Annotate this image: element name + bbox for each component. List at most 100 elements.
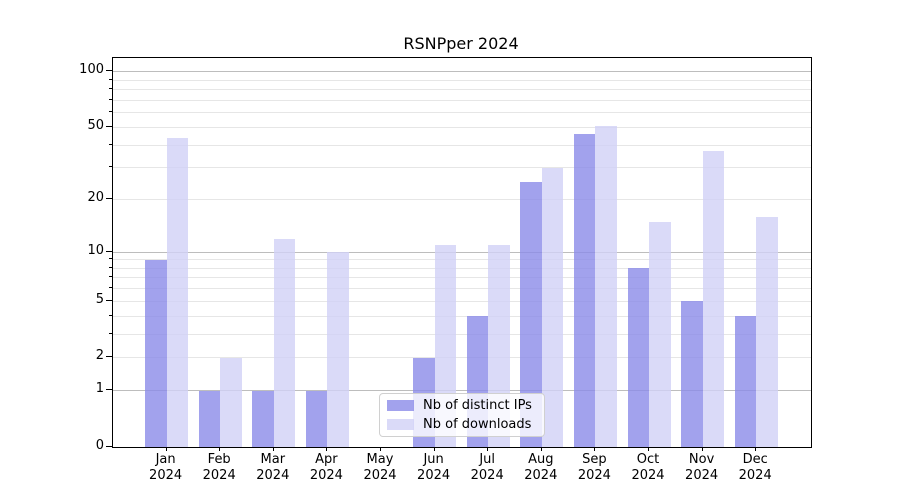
x-tick-mark [540, 447, 542, 451]
y-minor-tick-mark [109, 143, 112, 145]
x-tick-mark [272, 447, 274, 451]
legend-swatch-downloads [387, 419, 414, 430]
x-tick-mark [487, 447, 489, 451]
x-tick-label: Sep 2024 [577, 452, 611, 483]
chart-title: RSNPper 2024 [403, 34, 519, 53]
x-tick-label: Jan 2024 [149, 452, 183, 483]
y-tick-label: 10 [87, 242, 104, 258]
x-tick-label: Jun 2024 [417, 452, 451, 483]
x-tick-label: Feb 2024 [202, 452, 236, 483]
minor-gridline [113, 89, 811, 91]
x-tick-mark [380, 447, 381, 451]
minor-gridline [113, 99, 811, 101]
minor-gridline [113, 288, 811, 290]
y-minor-tick-mark [109, 88, 112, 90]
y-minor-tick-mark [109, 166, 112, 168]
bar-downloads [273, 238, 296, 447]
y-minor-tick-mark [109, 314, 112, 316]
y-minor-tick-mark [109, 258, 112, 260]
x-tick-label: Mar 2024 [256, 452, 290, 483]
x-tick-label: Dec 2024 [738, 452, 772, 483]
plot-area [112, 57, 812, 448]
minor-gridline [113, 259, 811, 261]
y-tick-label: 100 [79, 62, 104, 78]
y-minor-tick-mark [109, 266, 112, 268]
minor-gridline [113, 126, 811, 128]
x-tick-mark [326, 447, 328, 451]
legend-label-distinct-ips: Nb of distinct IPs [423, 398, 532, 413]
bar-downloads [166, 137, 189, 447]
y-tick-label: 2 [95, 348, 104, 364]
y-tick-mark [106, 389, 112, 391]
y-tick-mark [106, 125, 112, 127]
y-minor-tick-mark [109, 78, 112, 80]
x-tick-label: Aug 2024 [524, 452, 558, 483]
x-tick-mark [219, 447, 221, 451]
minor-gridline [113, 267, 811, 269]
y-tick-mark [106, 445, 112, 447]
y-minor-tick-mark [109, 98, 112, 100]
bar-downloads [756, 216, 778, 447]
y-minor-tick-mark [109, 332, 112, 334]
minor-gridline [113, 357, 811, 359]
y-tick-label: 5 [95, 291, 104, 307]
y-tick-mark [106, 299, 112, 301]
bar-downloads [541, 167, 564, 447]
bar-downloads [649, 221, 671, 447]
x-tick-mark [594, 447, 596, 451]
y-tick-mark [106, 250, 112, 252]
y-minor-tick-mark [109, 111, 112, 113]
legend: Nb of distinct IPs Nb of downloads [379, 393, 545, 437]
bar-distinct-ips [198, 390, 221, 447]
bar-distinct-ips [145, 259, 167, 447]
bar-downloads [702, 151, 725, 447]
bar-layer [113, 58, 811, 447]
x-tick-mark [648, 447, 649, 451]
bar-downloads [220, 357, 242, 447]
x-tick-label: Oct 2024 [631, 452, 665, 483]
bar-distinct-ips [627, 268, 649, 447]
x-tick-mark [755, 447, 757, 451]
legend-item-distinct-ips: Nb of distinct IPs [380, 398, 544, 413]
bar-distinct-ips [252, 390, 274, 447]
y-tick-mark [106, 356, 112, 358]
major-gridline [113, 390, 811, 392]
y-tick-mark [106, 198, 112, 199]
bar-distinct-ips [573, 134, 596, 447]
x-tick-mark [701, 447, 703, 451]
x-tick-mark [433, 447, 435, 451]
x-tick-label: Apr 2024 [309, 452, 343, 483]
y-tick-label: 0 [95, 437, 104, 453]
y-minor-tick-mark [109, 276, 112, 278]
minor-gridline [113, 300, 811, 302]
minor-gridline [113, 333, 811, 335]
y-tick-label: 50 [87, 117, 104, 133]
bar-distinct-ips [734, 316, 757, 447]
minor-gridline [113, 112, 811, 114]
bar-distinct-ips [520, 182, 542, 447]
y-tick-label: 1 [95, 381, 104, 397]
bar-downloads [595, 125, 617, 447]
y-tick-label: 20 [87, 190, 104, 205]
x-tick-mark [165, 447, 167, 451]
legend-label-downloads: Nb of downloads [423, 417, 532, 432]
minor-gridline [113, 167, 811, 169]
y-tick-mark [106, 70, 112, 72]
bar-distinct-ips [681, 301, 703, 447]
y-minor-tick-mark [109, 287, 112, 289]
minor-gridline [113, 277, 811, 279]
x-tick-label: May 2024 [363, 452, 397, 483]
minor-gridline [113, 79, 811, 81]
major-gridline [113, 71, 811, 73]
grid-layer [113, 58, 811, 447]
minor-gridline [113, 315, 811, 317]
legend-swatch-distinct-ips [387, 400, 414, 411]
bar-downloads [327, 252, 349, 447]
minor-gridline [113, 144, 811, 146]
bar-distinct-ips [305, 390, 328, 447]
legend-item-downloads: Nb of downloads [380, 417, 544, 432]
major-gridline [113, 251, 811, 253]
x-tick-label: Jul 2024 [470, 452, 504, 483]
minor-gridline [113, 199, 811, 200]
